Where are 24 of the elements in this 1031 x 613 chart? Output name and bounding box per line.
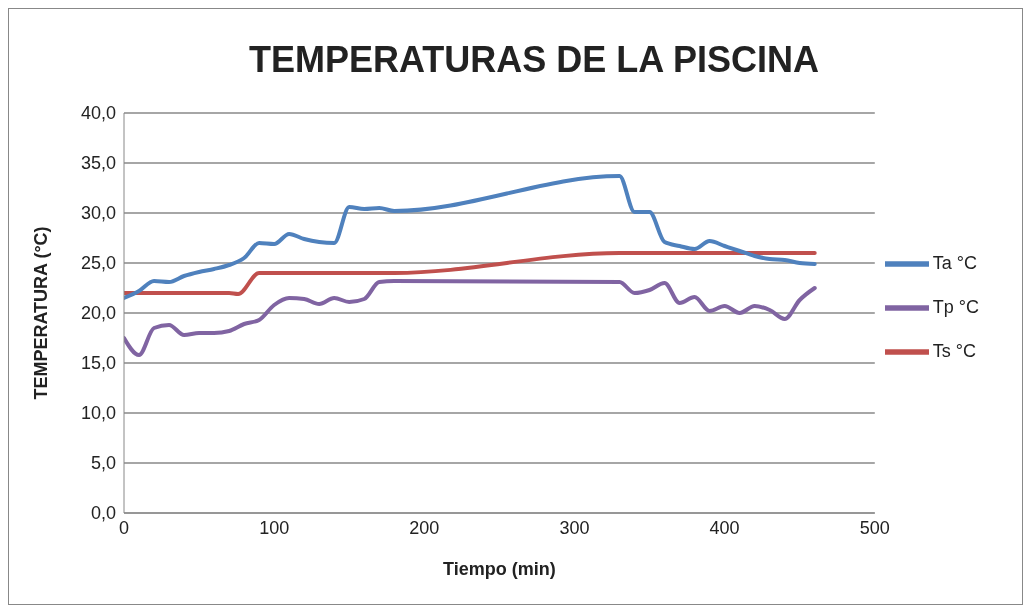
y-tick-label: 20,0 bbox=[80, 303, 116, 324]
line-series bbox=[124, 251, 817, 296]
x-tick-label: 400 bbox=[709, 517, 740, 538]
legend-label: Tp °C bbox=[932, 296, 979, 317]
y-tick-label: 5,0 bbox=[90, 453, 116, 474]
x-axis-title: Tiempo (min) bbox=[443, 559, 556, 579]
x-tick-label: 100 bbox=[259, 517, 290, 538]
line-series bbox=[124, 279, 817, 357]
chart-title: TEMPERATURAS DE LA PISCINA bbox=[248, 39, 820, 81]
x-tick-label: 500 bbox=[859, 517, 890, 538]
x-tick-label: 300 bbox=[559, 517, 590, 538]
x-tick-label: 200 bbox=[409, 517, 440, 538]
y-tick-label: 35,0 bbox=[80, 153, 116, 174]
legend-label: Ts °C bbox=[932, 340, 976, 361]
legend-label: Ta °C bbox=[932, 252, 977, 273]
y-tick-label: 30,0 bbox=[80, 203, 116, 224]
y-tick-label: 15,0 bbox=[80, 353, 116, 374]
y-tick-label: 40,0 bbox=[80, 103, 116, 124]
y-axis-title: TEMPERATURA (°C) bbox=[31, 226, 52, 400]
y-tick-label: 0,0 bbox=[90, 503, 116, 524]
x-tick-label: 0 bbox=[118, 517, 130, 538]
line-series bbox=[124, 174, 817, 300]
y-tick-label: 10,0 bbox=[80, 403, 116, 424]
y-tick-label: 25,0 bbox=[80, 253, 116, 274]
